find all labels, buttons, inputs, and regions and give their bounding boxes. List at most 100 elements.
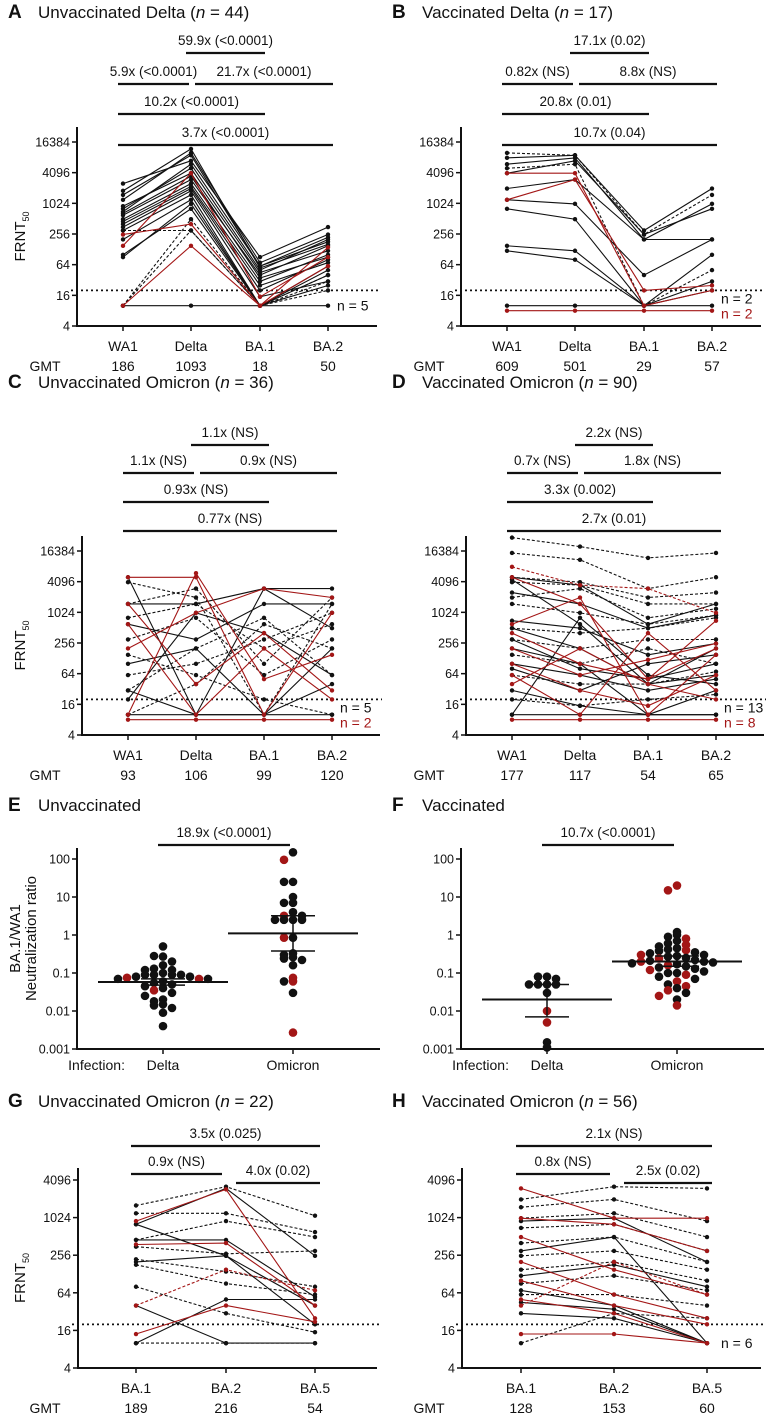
gmt-value: 128 — [509, 1400, 533, 1416]
subject-series — [518, 1259, 710, 1308]
x-category-label: Delta — [531, 1057, 564, 1073]
subject-point — [577, 672, 583, 678]
subject-point — [713, 590, 719, 595]
y-tick-label: 4096 — [43, 1174, 71, 1188]
subject-point — [325, 254, 331, 260]
subject-point — [704, 1303, 710, 1308]
comparison-label: 0.9x (NS) — [240, 453, 297, 468]
subject-line — [122, 199, 329, 307]
subject-point — [133, 1218, 139, 1224]
y-tick-label: 64 — [441, 1286, 455, 1300]
ratio-point — [167, 1003, 177, 1013]
y-axis-label: FRNT50 — [12, 1253, 31, 1303]
subject-series — [125, 712, 335, 717]
subject-point — [312, 1297, 318, 1302]
y-tick-label: 64 — [445, 667, 459, 681]
y-label-subscript: 50 — [21, 1253, 31, 1263]
ratio-point — [288, 848, 298, 857]
ratio-point — [663, 980, 673, 989]
comparison-label: 59.9x (<0.0001) — [178, 33, 273, 48]
y-axis-label: FRNT50 — [12, 211, 31, 261]
subject-point — [577, 595, 583, 600]
y-tick-label: 10 — [56, 891, 70, 905]
ratio-point — [149, 986, 159, 995]
comparison-label: 2.2x (NS) — [585, 425, 642, 440]
subject-point — [577, 601, 583, 607]
subject-point — [120, 203, 126, 209]
subject-point — [312, 1248, 318, 1254]
comparison-label: 21.7x (<0.0001) — [217, 64, 312, 79]
subject-series — [509, 717, 719, 722]
subject-point — [572, 257, 578, 262]
subject-line — [127, 654, 333, 716]
subject-point — [120, 192, 126, 198]
subject-series — [133, 1211, 318, 1235]
ratio-point — [149, 951, 159, 961]
x-category-label: Delta — [559, 338, 592, 354]
subject-line — [511, 671, 717, 685]
subject-line — [122, 172, 329, 274]
subject-point — [223, 1240, 229, 1246]
subject-line — [122, 154, 329, 267]
subject-series — [509, 618, 719, 682]
panel-g: G Unvaccinated Omicron (n = 22) 3.5x (0.02… — [8, 1091, 379, 1416]
subject-point — [713, 646, 719, 651]
ratio-point — [627, 958, 637, 968]
subject-series — [509, 641, 719, 678]
comparison-label: 3.7x (<0.0001) — [182, 125, 269, 140]
subject-line — [511, 552, 717, 590]
subject-point — [257, 294, 263, 299]
subject-point — [125, 646, 131, 651]
subject-point — [325, 272, 331, 278]
ratio-point — [149, 964, 159, 973]
ratio-point — [672, 995, 682, 1004]
subject-series — [518, 1186, 710, 1221]
subject-point — [641, 308, 647, 313]
subject-line — [511, 592, 717, 629]
y-tick-label: 4096 — [431, 575, 459, 589]
subject-point — [193, 610, 199, 616]
ratio-point — [131, 972, 141, 981]
subject-point — [645, 688, 651, 693]
subject-point — [577, 615, 583, 620]
subject-point — [223, 1187, 229, 1192]
subject-point — [223, 1211, 229, 1216]
subject-point — [645, 717, 651, 722]
subject-point — [509, 590, 515, 595]
subject-point — [329, 601, 335, 607]
subject-point — [509, 697, 515, 702]
gmt-label: GMT — [413, 767, 445, 783]
subject-point — [509, 652, 515, 658]
subject-series — [509, 595, 719, 717]
panel-title: Vaccinated Delta (n = 17) — [422, 3, 613, 22]
subject-point — [193, 717, 199, 722]
subject-point — [504, 248, 510, 253]
subject-line — [511, 647, 717, 700]
panel-title: Vaccinated Omicron (n = 90) — [422, 373, 638, 392]
subject-point — [709, 192, 715, 198]
y-tick-label: 64 — [57, 1286, 71, 1300]
subject-point — [188, 192, 194, 198]
subject-point — [193, 681, 199, 687]
subject-line — [506, 199, 713, 276]
ratio-point — [672, 936, 682, 946]
subject-line — [122, 163, 329, 267]
subject-point — [329, 621, 335, 627]
ratio-point — [158, 952, 168, 961]
panel-title: Unvaccinated Omicron (n = 36) — [38, 373, 274, 392]
y-tick-label: 16 — [440, 289, 454, 303]
gmt-value: 50 — [320, 358, 336, 374]
subject-point — [709, 283, 715, 288]
subject-point — [611, 1311, 617, 1316]
ratio-point — [279, 898, 289, 908]
subject-point — [572, 308, 578, 313]
subject-point — [509, 575, 515, 580]
subject-point — [504, 162, 510, 167]
subject-series — [133, 1240, 318, 1308]
subject-point — [509, 688, 515, 693]
y-tick-label: 1024 — [47, 606, 75, 620]
x-category-label: BA.1 — [245, 338, 276, 354]
subject-point — [125, 621, 131, 627]
subject-point — [509, 564, 515, 570]
subject-point — [133, 1259, 139, 1265]
